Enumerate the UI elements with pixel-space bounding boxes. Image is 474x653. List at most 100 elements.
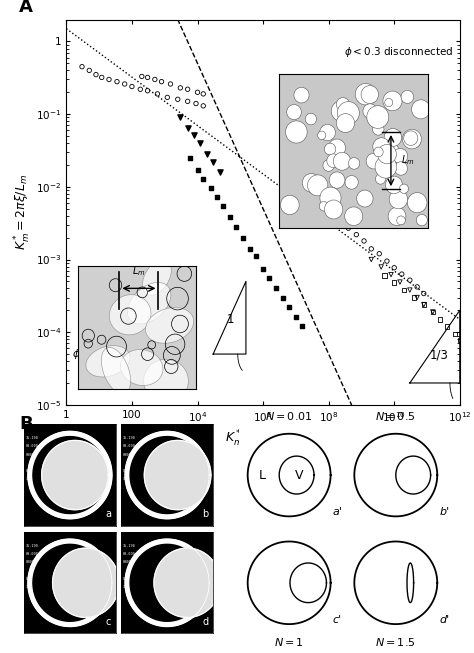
Polygon shape	[125, 432, 209, 518]
Point	[325, 208, 332, 219]
Point	[200, 89, 207, 99]
Text: b: b	[202, 509, 209, 518]
Text: 00.000: 00.000	[123, 552, 136, 556]
Text: $\phi < 0.3$ disconnected: $\phi < 0.3$ disconnected	[344, 45, 454, 59]
Point	[377, 262, 385, 272]
Point	[396, 277, 404, 287]
Point	[406, 285, 414, 295]
Point	[154, 89, 161, 99]
Text: d': d'	[439, 615, 449, 625]
Point	[177, 112, 184, 123]
Point	[398, 269, 406, 279]
Text: 350: 350	[26, 585, 32, 589]
Point	[429, 307, 437, 317]
Point	[273, 283, 280, 294]
Point	[436, 314, 444, 325]
Text: 00.000: 00.000	[123, 444, 136, 448]
Polygon shape	[154, 548, 220, 618]
Point	[451, 328, 458, 339]
Y-axis label: $K_m^* = 2\pi\xi / L_m$: $K_m^* = 2\pi\xi / L_m$	[13, 174, 33, 250]
Text: 0000: 0000	[123, 453, 131, 456]
Polygon shape	[33, 437, 107, 513]
Point	[246, 244, 254, 254]
Point	[367, 244, 375, 254]
Point	[217, 167, 224, 177]
Text: 35.190: 35.190	[123, 436, 136, 440]
Text: B: B	[19, 415, 33, 433]
Point	[410, 293, 418, 303]
Point	[227, 212, 234, 223]
Point	[443, 321, 450, 332]
Point	[200, 173, 207, 183]
Point	[420, 299, 428, 310]
Point	[292, 312, 300, 323]
Polygon shape	[28, 539, 112, 626]
Text: b': b'	[439, 507, 449, 517]
Point	[144, 86, 151, 96]
Point	[429, 307, 437, 317]
Point	[113, 76, 121, 87]
Point	[353, 229, 360, 240]
Point	[285, 302, 292, 313]
Point	[406, 275, 414, 285]
Polygon shape	[130, 545, 204, 621]
Point	[367, 254, 375, 264]
Text: 1/3: 1/3	[429, 348, 448, 361]
Point	[375, 249, 383, 259]
Point	[232, 222, 240, 232]
Point	[174, 94, 182, 104]
Point	[192, 99, 200, 109]
Point	[219, 201, 227, 212]
Point	[177, 83, 184, 93]
Point	[158, 76, 165, 87]
Point	[184, 84, 191, 95]
Point	[391, 278, 398, 288]
Point	[105, 74, 113, 85]
Point	[413, 281, 421, 292]
Point	[298, 321, 305, 332]
Text: 0000: 0000	[123, 560, 131, 564]
Text: OO: OO	[123, 577, 127, 581]
Point	[128, 81, 136, 91]
Point	[85, 65, 93, 76]
Point	[167, 79, 174, 89]
Polygon shape	[53, 548, 119, 618]
Point	[213, 192, 221, 202]
Point	[184, 123, 191, 133]
Point	[151, 74, 159, 85]
Text: $N = 1$: $N = 1$	[274, 635, 304, 648]
Text: 35.190: 35.190	[26, 436, 38, 440]
Point	[210, 157, 217, 167]
Point	[144, 72, 151, 83]
Point	[207, 183, 214, 194]
Text: 35.190: 35.190	[26, 544, 38, 548]
Text: $N = 0.01$: $N = 0.01$	[265, 410, 313, 422]
Text: 00.000: 00.000	[26, 444, 38, 448]
Point	[121, 79, 128, 89]
Point	[420, 289, 428, 299]
Point	[194, 165, 201, 175]
Text: 0000: 0000	[26, 453, 34, 456]
Point	[400, 285, 408, 295]
Point	[92, 69, 100, 80]
Point	[203, 149, 211, 159]
Point	[196, 138, 204, 148]
Text: V: V	[294, 469, 303, 481]
Text: A: A	[19, 0, 33, 16]
Text: a': a'	[333, 507, 343, 517]
Text: 35.190: 35.190	[123, 544, 136, 548]
Text: L: L	[259, 469, 266, 481]
Point	[335, 215, 342, 226]
Point	[78, 61, 86, 72]
Text: c: c	[106, 616, 111, 626]
Point	[184, 96, 191, 106]
Point	[420, 299, 428, 310]
Polygon shape	[125, 539, 209, 626]
Point	[381, 270, 388, 281]
Polygon shape	[42, 440, 108, 510]
Text: a: a	[106, 509, 111, 518]
Text: 350: 350	[123, 477, 129, 481]
Text: OO: OO	[26, 577, 30, 581]
Polygon shape	[144, 440, 211, 510]
Point	[239, 232, 247, 243]
